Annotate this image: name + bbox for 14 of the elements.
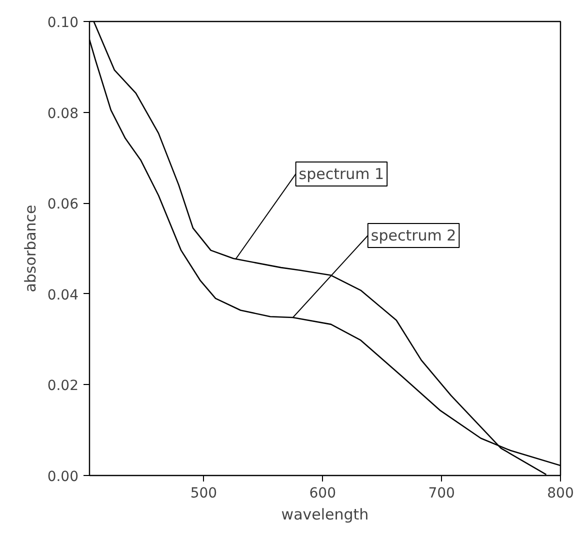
y-tick-label: 0.08: [47, 106, 78, 122]
y-tick-label: 0.02: [47, 378, 78, 394]
x-tick-label: 800: [547, 486, 574, 502]
annotation: spectrum 2: [370, 226, 456, 245]
x-tick-label: 600: [309, 486, 336, 502]
y-tick-label: 0.00: [47, 469, 78, 485]
x-axis-title: wavelength: [281, 506, 369, 524]
y-axis-title: absorbance: [21, 204, 40, 292]
y-tick-label: 0.10: [47, 15, 78, 31]
y-tick-label: 0.06: [47, 196, 79, 213]
annotation: spectrum 1: [298, 164, 384, 183]
x-tick-label: 500: [190, 486, 218, 502]
y-tick-label: 0.04: [47, 287, 79, 304]
x-tick-label: 700: [428, 486, 455, 502]
